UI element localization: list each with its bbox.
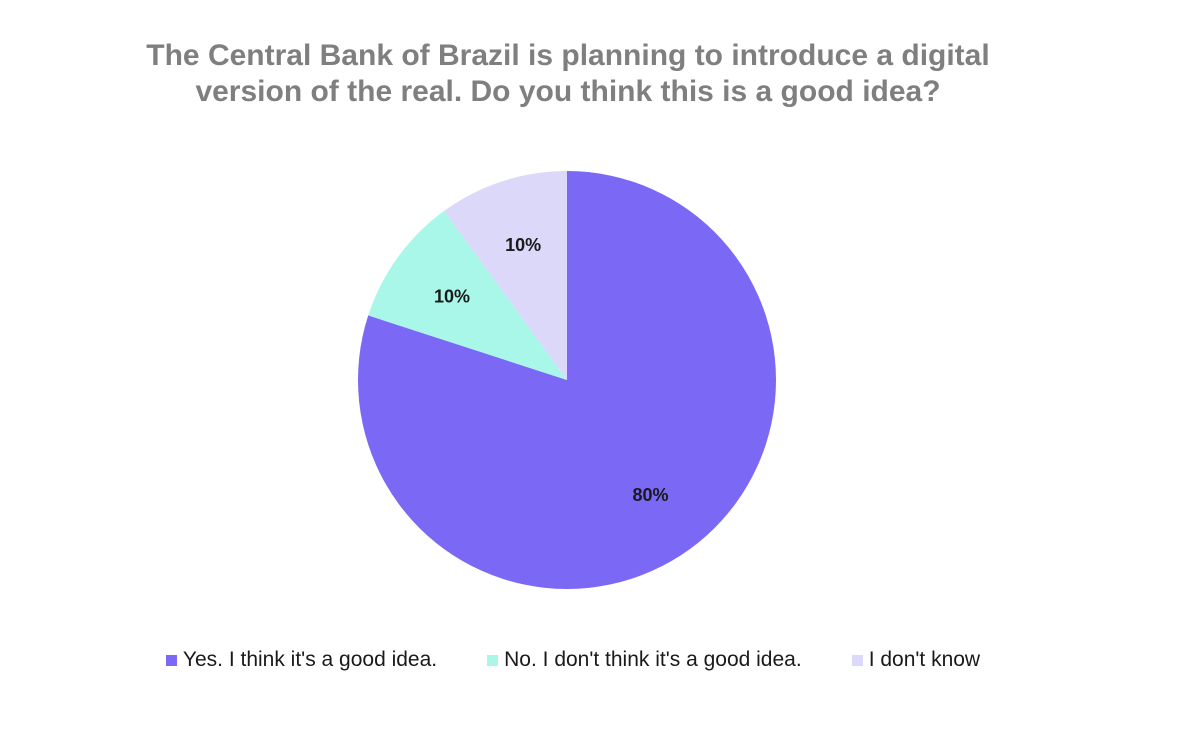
legend-label-yes: Yes. I think it's a good idea. [182, 648, 438, 671]
legend-item-no: No. I don't think it's a good idea. [487, 648, 802, 672]
pie-label-yes: 80% [633, 485, 669, 505]
pie-label-no: 10% [434, 286, 470, 306]
legend-swatch-dont-know [851, 654, 863, 666]
pie-slice-dont-know [444, 171, 567, 380]
pie-slice-yes [357, 171, 776, 590]
pie-label-dont-know: 10% [505, 235, 541, 255]
chart-title-line-1: The Central Bank of Brazil is planning t… [146, 39, 990, 72]
chart-title-line-2: version of the real. Do you think this i… [195, 75, 941, 108]
legend: Yes. I think it's a good idea. No. I don… [0, 648, 1146, 672]
legend-item-yes: Yes. I think it's a good idea. [165, 648, 438, 672]
legend-swatch-yes [165, 654, 177, 666]
chart-title: The Central Bank of Brazil is planning t… [0, 38, 1136, 110]
legend-label-dont-know: I don't know [868, 648, 981, 671]
pie-slice-no [368, 210, 567, 380]
legend-swatch-no [487, 654, 499, 666]
legend-item-dont-know: I don't know [851, 648, 981, 672]
legend-label-no: No. I don't think it's a good idea. [504, 648, 802, 671]
